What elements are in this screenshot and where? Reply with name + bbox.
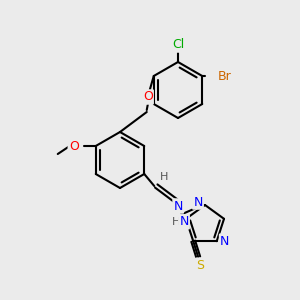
Text: O: O (143, 91, 153, 103)
Text: O: O (69, 140, 79, 152)
Text: S: S (196, 259, 204, 272)
Text: Br: Br (218, 70, 231, 83)
Text: N: N (179, 215, 189, 228)
Text: H: H (160, 172, 168, 182)
Text: N: N (220, 235, 230, 248)
Text: Cl: Cl (172, 38, 184, 52)
Text: H: H (172, 217, 180, 227)
Text: N: N (193, 196, 203, 208)
Text: N: N (174, 200, 183, 212)
